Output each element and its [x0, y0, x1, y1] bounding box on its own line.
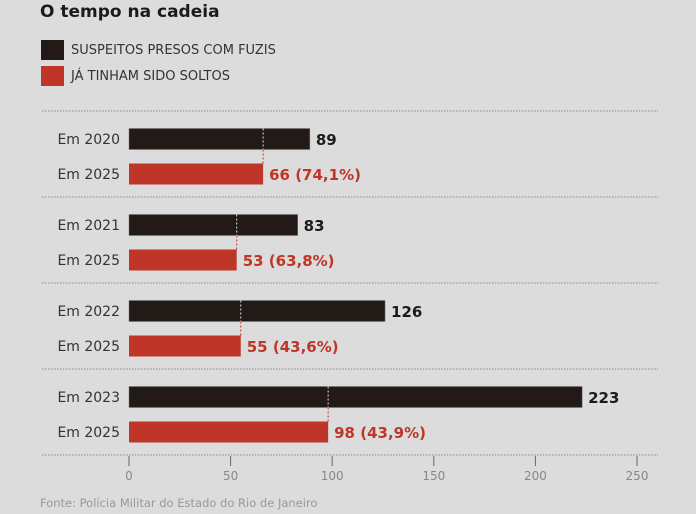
value-label: 223 [588, 389, 619, 407]
x-tick-label: 100 [321, 469, 344, 483]
category-label: Em 2025 [57, 425, 120, 441]
legend-item-soltos: JÁ TINHAM SIDO SOLTOS [41, 66, 230, 86]
value-label: 83 [304, 217, 325, 235]
value-label: 53 (63,8%) [243, 252, 335, 270]
legend-swatch-red [41, 66, 64, 86]
bar-released [129, 421, 329, 443]
legend-item-presos: SUSPEITOS PRESOS COM FUZIS [41, 40, 276, 60]
value-label: 98 (43,9%) [334, 424, 426, 442]
bar-arrested [128, 128, 311, 150]
legend-label: JÁ TINHAM SIDO SOLTOS [71, 68, 230, 84]
legend-label: SUSPEITOS PRESOS COM FUZIS [71, 42, 276, 58]
x-tick-label: 150 [422, 469, 445, 483]
bar-released [129, 163, 264, 185]
category-label: Em 2021 [57, 218, 120, 234]
source-note: Fonte: Polícia Militar do Estado do Rio … [40, 496, 318, 510]
value-label: 55 (43,6%) [247, 338, 339, 356]
value-label: 66 (74,1%) [269, 166, 361, 184]
value-label: 126 [391, 303, 422, 321]
category-label: Em 2023 [57, 390, 120, 406]
x-tick-label: 250 [626, 469, 649, 483]
bar-arrested [128, 386, 583, 408]
bar-released [129, 249, 237, 271]
category-label: Em 2022 [57, 304, 120, 320]
category-label: Em 2025 [57, 253, 120, 269]
category-label: Em 2025 [57, 339, 120, 355]
bar-arrested [128, 300, 386, 322]
x-tick-label: 0 [125, 469, 133, 483]
bar-released [129, 335, 241, 357]
legend-swatch-dark [41, 40, 64, 60]
category-label: Em 2020 [57, 132, 120, 148]
value-label: 89 [316, 131, 337, 149]
chart-title: O tempo na cadeia [40, 2, 220, 22]
x-tick-label: 200 [524, 469, 547, 483]
x-tick-label: 50 [223, 469, 238, 483]
category-label: Em 2025 [57, 167, 120, 183]
bar-arrested [128, 214, 298, 236]
